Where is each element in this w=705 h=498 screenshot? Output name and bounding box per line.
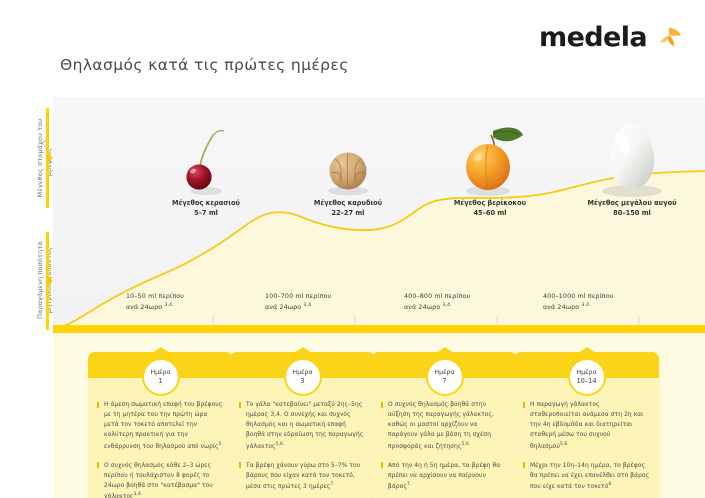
apricot-icon xyxy=(415,109,565,199)
milk-note-day7: 400–800 ml περίπου ανά 24ωρο 3,4. xyxy=(404,293,471,312)
day-card-body: Ο συχνός θηλασμός βοηθά στην αύξηση της … xyxy=(372,378,517,498)
milk-note-day1: 10–50 ml περίπου ανά 24ωρο 3,4. xyxy=(126,293,185,312)
item-caption: Μέγεθος κερασιού 5–7 ml xyxy=(172,199,240,217)
cherry-icon xyxy=(131,109,281,199)
stomach-item-egg: Μέγεθος μεγάλου αυγού 80–150 ml xyxy=(557,109,705,219)
card-bullet: Μέχρι την 10η–14η ημέρα, το βρέφος θα πρ… xyxy=(523,461,650,492)
brand-name: medela xyxy=(539,22,648,53)
egg-icon xyxy=(557,109,705,199)
card-notch-icon xyxy=(435,347,454,353)
milk-note-day3: 100–700 ml περίπου ανά 24ωρο 3,4. xyxy=(265,293,332,312)
medela-flower-icon xyxy=(655,25,683,51)
card-bullet: Από την 4η ή 5η ημέρα, τα βρέφη θα πρέπε… xyxy=(381,461,508,492)
card-bullet: Ο συχνός θηλασμός βοηθά στην αύξηση της … xyxy=(381,400,508,452)
card-bullet: Ο συχνός θηλασμός κάθε 2–3 ώρες περίπου … xyxy=(97,461,224,498)
day-card-header: Ημέρα 3 xyxy=(230,347,375,396)
walnut-icon xyxy=(273,109,423,199)
item-caption: Μέγεθος βερίκοκου 45–60 ml xyxy=(453,199,527,217)
axis-milk-arrow-icon xyxy=(47,276,53,286)
chart-panel: Μέγεθος κερασιού 5–7 ml xyxy=(53,97,705,333)
day-card-body: Η παραγωγή γάλακτος σταθεροποιείται ανάμ… xyxy=(514,378,659,498)
day-card-header: Ημέρα 1 xyxy=(88,347,233,396)
card-bullet: Τα βρέφη χάνουν γύρω στο 5–7% του βάρους… xyxy=(239,461,366,492)
day-badge: Ημέρα 7 xyxy=(425,358,464,396)
card-notch-icon xyxy=(151,347,170,353)
day-card-header: Ημέρα 7 xyxy=(372,347,517,396)
brand-logo: medela xyxy=(539,22,683,53)
day-card-1[interactable]: Ημέρα 1 Η άμεση σωματική επαφή του βρέφο… xyxy=(88,347,233,498)
day-badge: Ημέρα 1 xyxy=(141,358,180,396)
day-badge: Ημέρα 10–14 xyxy=(567,358,606,396)
timeline-band xyxy=(53,325,705,333)
day-card-header: Ημέρα 10–14 xyxy=(514,347,659,396)
stomach-item-walnut: Μέγεθος καρυδιού 22–27 ml xyxy=(273,109,423,219)
day-card-7[interactable]: Ημέρα 7 Ο συχνός θηλασμός βοηθά στην αύξ… xyxy=(372,347,517,498)
day-card-10-14[interactable]: Ημέρα 10–14 Η παραγωγή γάλακτος σταθεροπ… xyxy=(514,347,659,498)
card-bullet: Η άμεση σωματική επαφή του βρέφους με τη… xyxy=(97,400,224,452)
milk-note-day10-14: 400–1000 ml περίπου ανά 24ωρο 3,4. xyxy=(543,293,614,312)
day-card-body: Το γάλα "κατεβαίνει" μεταξύ 2ης–5ης ημέρ… xyxy=(230,378,375,498)
axis-stomach-arrow-icon xyxy=(47,153,53,163)
stomach-item-apricot: Μέγεθος βερίκοκου 45–60 ml xyxy=(415,109,565,219)
page-title: Θηλασμός κατά τις πρώτες ημέρες xyxy=(60,56,349,74)
day-card-3[interactable]: Ημέρα 3 Το γάλα "κατεβαίνει" μεταξύ 2ης–… xyxy=(230,347,375,498)
card-notch-icon xyxy=(293,347,312,353)
milk-production-area-curve xyxy=(53,170,705,333)
day-badge: Ημέρα 3 xyxy=(283,358,322,396)
card-bullet: Το γάλα "κατεβαίνει" μεταξύ 2ης–5ης ημέρ… xyxy=(239,400,366,452)
card-notch-icon xyxy=(577,347,596,353)
item-caption: Μέγεθος καρυδιού 22–27 ml xyxy=(313,199,383,217)
item-caption: Μέγεθος μεγάλου αυγού 80–150 ml xyxy=(587,199,677,217)
card-bullet: Η παραγωγή γάλακτος σταθεροποιείται ανάμ… xyxy=(523,400,650,452)
stomach-item-cherry: Μέγεθος κερασιού 5–7 ml xyxy=(131,109,281,219)
day-card-body: Η άμεση σωματική επαφή του βρέφους με τη… xyxy=(88,378,233,498)
